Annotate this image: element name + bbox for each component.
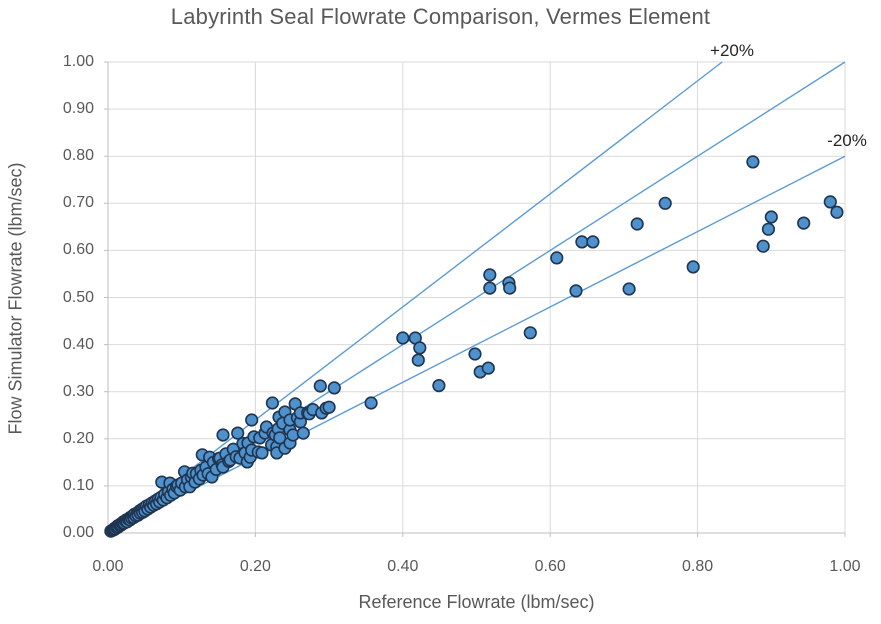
scatter-point xyxy=(569,284,583,298)
scatter-point xyxy=(503,281,517,295)
scatter-point xyxy=(823,195,837,209)
scatter-point xyxy=(746,155,760,169)
y-axis-title: Flow Simulator Flowrate (lbm/sec) xyxy=(5,162,26,435)
scatter-point xyxy=(622,282,636,296)
scatter-point xyxy=(364,396,378,410)
scatter-point xyxy=(658,196,672,210)
y-tick-label: 1.00 xyxy=(62,53,94,70)
scatter-point xyxy=(313,379,327,393)
scatter-point xyxy=(273,431,287,445)
scatter-point xyxy=(413,341,427,355)
scatter-point xyxy=(630,217,644,231)
y-tick-label: 0.30 xyxy=(62,382,94,400)
scatter-point xyxy=(322,400,336,414)
y-tick-label: 0.20 xyxy=(62,429,94,447)
scatter-point xyxy=(523,326,537,340)
scatter-point xyxy=(432,379,446,393)
scatter-point xyxy=(396,331,410,345)
scatter-point xyxy=(550,251,564,265)
plus-20-percent-label: +20% xyxy=(710,41,754,60)
x-tick-label: 1.00 xyxy=(829,558,861,575)
x-tick-label: 0.00 xyxy=(92,558,124,575)
scatter-point xyxy=(764,210,778,224)
scatter-point xyxy=(411,353,425,367)
scatter-point xyxy=(756,239,770,253)
y-tick-label: 0.40 xyxy=(62,335,94,353)
x-tick-label: 0.60 xyxy=(534,558,566,575)
scatter-point xyxy=(296,426,310,440)
y-tick-label: 0.90 xyxy=(62,100,94,118)
x-tick-label: 0.80 xyxy=(682,558,714,575)
scatter-point xyxy=(231,426,245,440)
scatter-point xyxy=(686,260,700,274)
scatter-point xyxy=(586,235,600,249)
scatter-point xyxy=(468,347,482,361)
x-tick-label: 0.20 xyxy=(239,558,271,575)
y-tick-label: 0.50 xyxy=(62,288,94,306)
y-tick-label: 0.80 xyxy=(62,147,94,165)
chart-title: Labyrinth Seal Flowrate Comparison, Verm… xyxy=(170,4,711,29)
scatter-point xyxy=(830,205,844,219)
scatter-point xyxy=(575,235,589,249)
scatter-point xyxy=(245,413,259,427)
scatter-point xyxy=(483,268,497,282)
x-axis-title: Reference Flowrate (lbm/sec) xyxy=(358,592,595,612)
ref-line-minus-20-percent xyxy=(107,155,846,534)
scatter-point xyxy=(481,361,495,375)
scatter-point xyxy=(255,446,269,460)
scatter-point xyxy=(265,396,280,410)
minus-20-percent-label: -20% xyxy=(827,131,867,150)
scatter-point xyxy=(327,381,341,395)
scatter-point xyxy=(797,216,811,230)
scatter-point xyxy=(483,281,497,295)
scatter-point xyxy=(761,222,776,236)
scatter-point xyxy=(216,428,230,442)
x-tick-label: 0.40 xyxy=(387,558,419,575)
y-tick-label: 0.70 xyxy=(62,194,94,212)
y-tick-label: 0.10 xyxy=(62,476,94,494)
y-tick-label: 0.00 xyxy=(62,524,94,541)
y-tick-label: 0.60 xyxy=(62,241,94,259)
